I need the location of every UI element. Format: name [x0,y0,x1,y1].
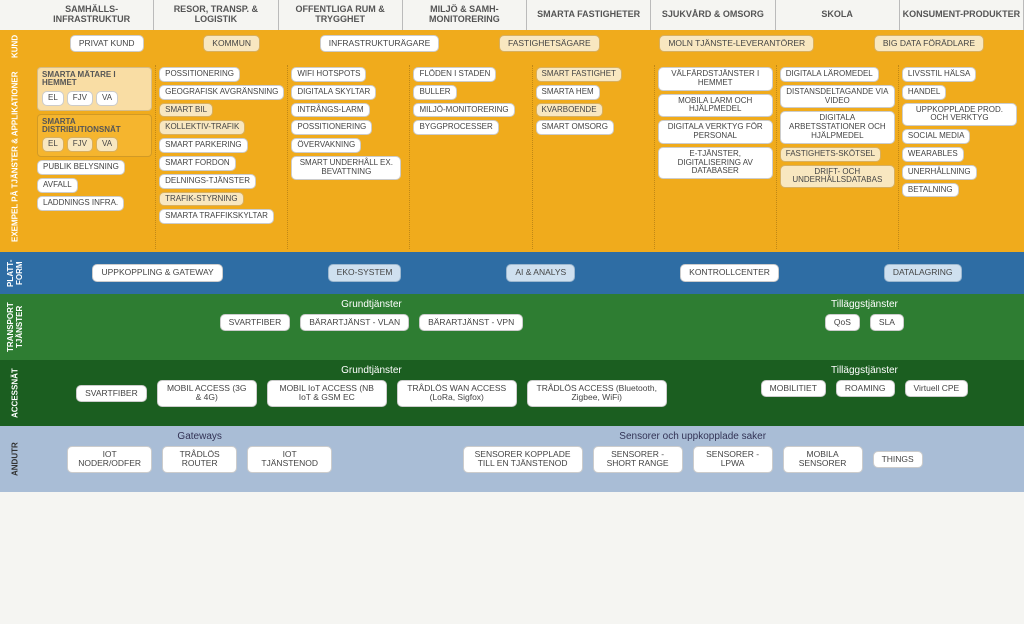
band-transport: Grundtjänster SVARTFIBER BÄRARTJÄNST - V… [30,294,1024,360]
colhead: OFFENTLIGA RUM & TRYGGHET [279,0,403,30]
colhead: RESOR, TRANSP. & LOGISTIK [154,0,278,30]
apps-col-3: FLÖDEN I STADENBULLER MILJÖ-MONITORERING… [410,65,532,249]
kund-pill: KOMMUN [203,35,260,52]
side-access: ACCESSNÄT [0,360,30,426]
kund-pill: PRIVAT KUND [70,35,144,52]
side-labels: KUND EXEMPEL PÅ TJÄNSTER & APPLIKATIONER… [0,0,30,624]
side-trans: TRANSPORT TJÄNSTER [0,294,30,360]
band-kund: PRIVAT KUND KOMMUN INFRASTRUKTURÄGARE FA… [30,30,1024,62]
kund-pill: INFRASTRUKTURÄGARE [320,35,440,52]
apps-col-7: LIVSSTIL HÄLSAHANDEL UPPKOPPLADE PROD. O… [899,65,1020,249]
side-apps: EXEMPEL PÅ TJÄNSTER & APPLIKATIONER [0,62,30,252]
side-kund: KUND [0,30,30,62]
colhead: KONSUMENT-PRODUKTER [900,0,1024,30]
band-apps: SMARTA MÄTARE I HEMMET EL FJV VA SMARTA … [30,62,1024,252]
band-andutr: Gateways IOT NODER/ODFER TRÅDLÖS ROUTER … [30,426,1024,492]
colhead: SKOLA [776,0,900,30]
colhead: MILJÖ & SAMH-MONITORERING [403,0,527,30]
apps-col-1: POSSITIONERING GEOGRAFISK AVGRÄNSNING SM… [156,65,288,249]
side-platt: PLATT-FORM [0,252,30,294]
apps-col-5: VÄLFÄRDSTJÄNSTER I HEMMET MOBILA LARM OC… [655,65,777,249]
colhead: SAMHÄLLS-INFRASTRUKTUR [30,0,154,30]
apps-col-2: WIFI HOTSPOTS DIGITALA SKYLTAR INTRÅNGS-… [288,65,410,249]
kund-pill: BIG DATA FÖRÄDLARE [874,35,984,52]
kund-pill: MOLN TJÄNSTE-LEVERANTÖRER [659,35,814,52]
colhead: SJUKVÅRD & OMSORG [651,0,775,30]
apps-col-4: SMART FASTIGHET SMARTA HEM KVARBOENDE SM… [533,65,655,249]
layered-diagram: KUND EXEMPEL PÅ TJÄNSTER & APPLIKATIONER… [0,0,1024,624]
side-andutr: ANDUTR [0,426,30,492]
main: SAMHÄLLS-INFRASTRUKTUR RESOR, TRANSP. & … [30,0,1024,624]
column-headers: SAMHÄLLS-INFRASTRUKTUR RESOR, TRANSP. & … [30,0,1024,30]
band-plattform: UPPKOPPLING & GATEWAY EKO-SYSTEM AI & AN… [30,252,1024,294]
kund-pill: FASTIGHETSÄGARE [499,35,600,52]
band-access: Grundtjänster SVARTFIBER MOBIL ACCESS (3… [30,360,1024,426]
apps-col-6: DIGITALA LÄROMEDEL DISTANSDELTAGANDE VIA… [777,65,899,249]
colhead: SMARTA FASTIGHETER [527,0,651,30]
apps-col-0: SMARTA MÄTARE I HEMMET EL FJV VA SMARTA … [34,65,156,249]
